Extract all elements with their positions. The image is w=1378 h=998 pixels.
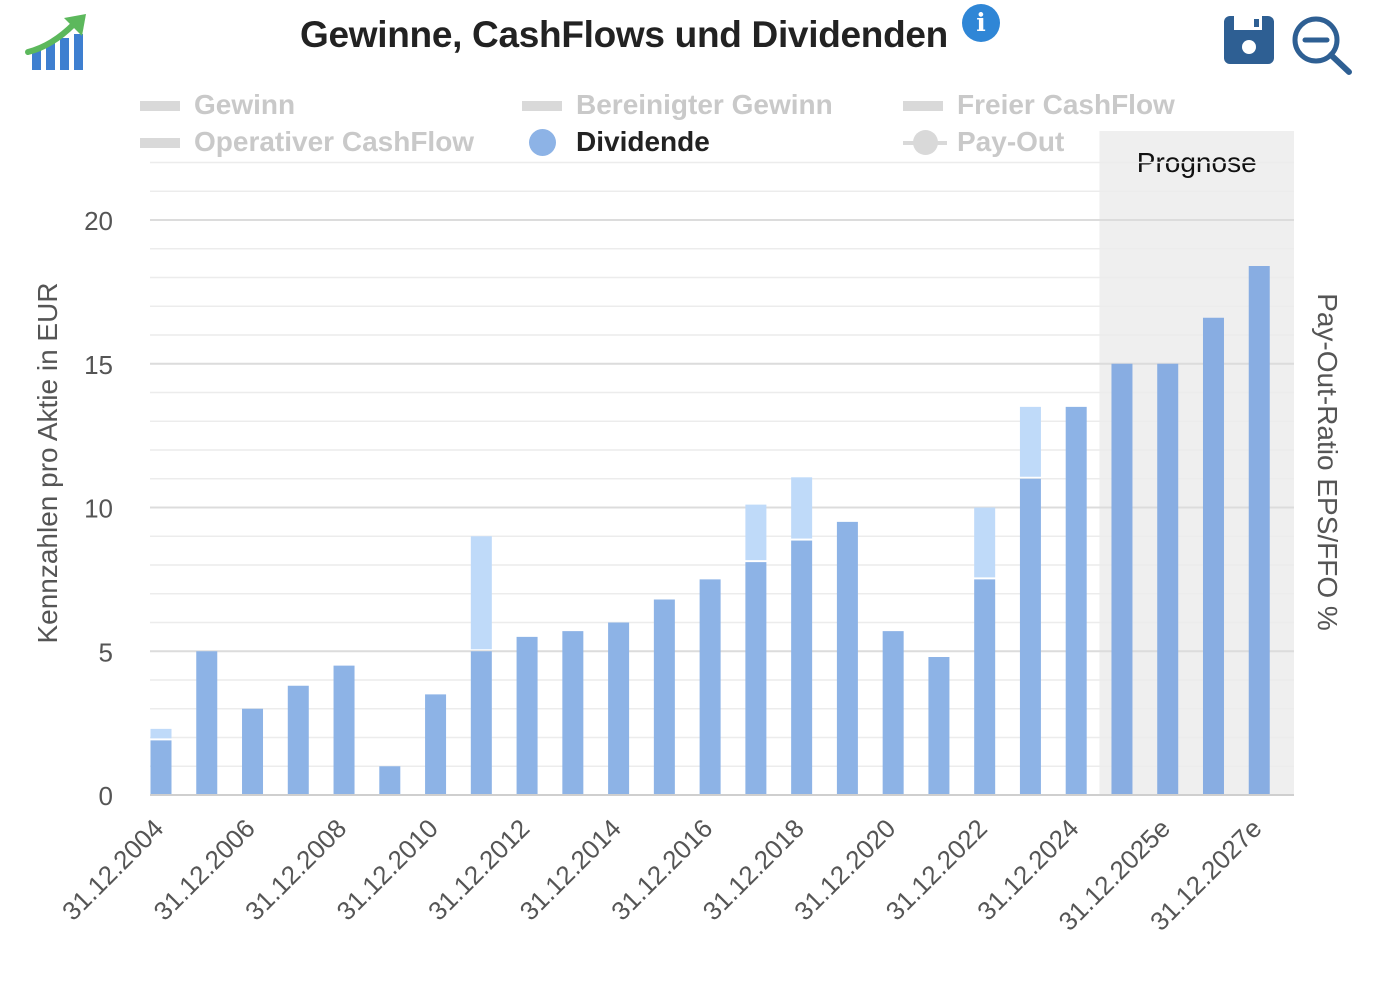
y-tick-label: 15 [84,350,113,380]
dividend-bar [1111,363,1133,795]
dividend-bar [653,599,675,795]
legend-label: Freier CashFlow [957,89,1175,120]
y-axis-title-right: Pay-Out-Ratio EPS/FFO % [1312,293,1343,631]
dividend-bar [836,521,858,795]
dividend-bar [1065,406,1087,795]
dividend-bar [516,636,538,795]
special-dividend-bar [745,504,767,561]
legend-bar-swatch [903,101,943,111]
dividend-bar [562,631,584,795]
special-dividend-bar [974,507,996,578]
chart-title: Gewinne, CashFlows und Dividenden [300,14,948,55]
dividend-bar [196,651,218,795]
legend-label: Pay-Out [957,126,1065,157]
dividend-bar [1248,266,1270,795]
dividend-bar [425,694,447,795]
save-icon[interactable] [1222,14,1276,66]
growth-chart-logo-icon [24,12,90,74]
dividend-bar [882,631,904,795]
dividend-bar [608,622,630,795]
special-dividend-bar [1019,406,1041,477]
dividend-bar [287,685,309,795]
y-tick-label: 5 [99,637,113,667]
info-icon[interactable]: i [962,4,1000,42]
legend-label: Dividende [576,126,710,157]
legend-label: Operativer CashFlow [194,126,475,157]
y-tick-label: 20 [84,206,113,236]
dividend-bar [333,665,355,795]
special-dividend-bar [150,728,172,739]
legend-dot-swatch [529,129,556,156]
legend-label: Bereinigter Gewinn [576,89,833,120]
dividend-bar [1202,317,1224,795]
special-dividend-bar [791,477,813,539]
legend-line-dot [913,130,938,155]
y-axis-title: Kennzahlen pro Aktie in EUR [32,282,63,643]
dividend-bar [745,562,767,795]
y-tick-label: 0 [99,781,113,811]
dividend-bar [1019,478,1041,795]
dividend-bar [470,651,492,795]
dividend-bar [974,579,996,795]
dividend-bar [150,740,172,795]
legend-bar-swatch [140,101,180,111]
legend-bar-swatch [140,138,180,148]
zoom-out-icon[interactable] [1290,14,1354,76]
dividend-bar [791,540,813,795]
dividend-bar [242,708,264,795]
y-tick-label: 10 [84,494,113,524]
legend-label: Gewinn [194,89,296,120]
dividend-bar [928,657,950,795]
legend-bar-swatch [522,101,562,111]
dividend-bar [699,579,721,795]
dividend-bar [1157,363,1179,795]
special-dividend-bar [470,536,492,650]
dividend-bar [379,766,401,795]
